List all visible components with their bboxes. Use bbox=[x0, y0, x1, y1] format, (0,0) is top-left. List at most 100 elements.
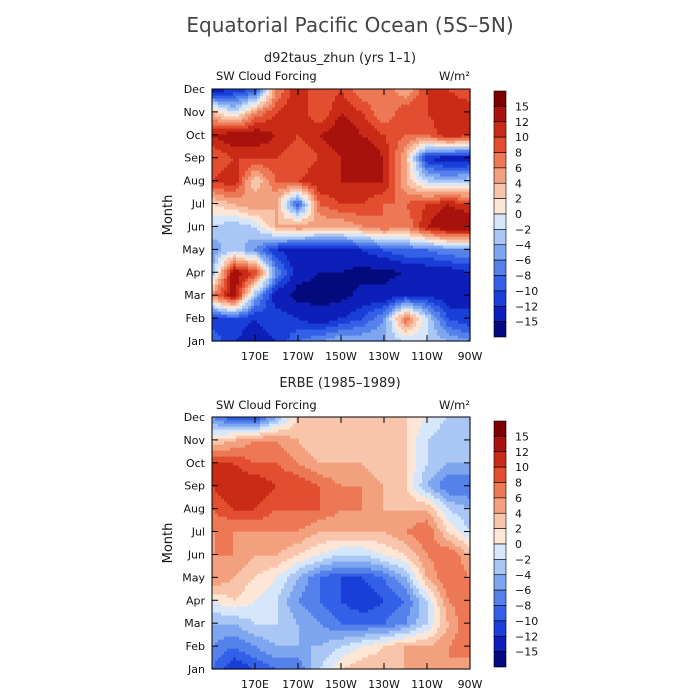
heatmap-cell bbox=[224, 317, 228, 321]
heatmap-cell bbox=[347, 230, 351, 234]
heatmap-cell bbox=[260, 323, 264, 327]
heatmap-cell bbox=[413, 233, 417, 237]
heatmap-cell bbox=[272, 314, 276, 318]
heatmap-cell bbox=[440, 257, 444, 261]
heatmap-cell bbox=[431, 266, 435, 270]
heatmap-cell bbox=[251, 296, 255, 300]
heatmap-cell bbox=[272, 269, 276, 273]
heatmap-cell bbox=[380, 233, 384, 237]
heatmap-cell bbox=[302, 326, 306, 330]
heatmap-cell bbox=[290, 242, 294, 246]
heatmap-cell bbox=[428, 215, 432, 219]
heatmap-cell bbox=[275, 269, 279, 273]
heatmap-cell bbox=[299, 251, 303, 255]
heatmap-cell bbox=[338, 275, 342, 279]
heatmap-cell bbox=[440, 284, 444, 288]
heatmap-cell bbox=[389, 314, 393, 318]
heatmap-cell bbox=[302, 197, 306, 201]
heatmap-cell bbox=[410, 263, 414, 267]
heatmap-cell bbox=[428, 269, 432, 273]
heatmap-cell bbox=[380, 176, 384, 180]
heatmap-cell bbox=[257, 326, 261, 330]
heatmap-cell bbox=[251, 218, 255, 222]
heatmap-cell bbox=[266, 257, 270, 261]
heatmap-cell bbox=[257, 236, 261, 240]
heatmap-cell bbox=[356, 275, 360, 279]
heatmap-cell bbox=[335, 227, 339, 231]
heatmap-cell bbox=[410, 224, 414, 228]
heatmap-cell bbox=[290, 206, 294, 210]
heatmap-cell bbox=[293, 317, 297, 321]
heatmap-cell bbox=[410, 239, 414, 243]
heatmap-cell bbox=[221, 167, 225, 171]
heatmap-cell bbox=[458, 308, 462, 312]
heatmap-cell bbox=[437, 215, 441, 219]
heatmap-cell bbox=[278, 308, 282, 312]
heatmap-cell bbox=[233, 167, 237, 171]
heatmap-cell bbox=[275, 311, 279, 315]
heatmap-cell bbox=[356, 299, 360, 303]
heatmap-cell bbox=[323, 257, 327, 261]
heatmap-cell bbox=[227, 302, 231, 306]
heatmap-cell bbox=[290, 257, 294, 261]
heatmap-cell bbox=[449, 320, 453, 324]
heatmap-cell bbox=[443, 200, 447, 204]
panel-top: d92taus_zhun (yrs 1–1) SW Cloud Forcing … bbox=[161, 51, 538, 363]
heatmap-cell bbox=[395, 230, 399, 234]
heatmap-cell bbox=[437, 167, 441, 171]
heatmap-cell bbox=[299, 296, 303, 300]
heatmap-cell bbox=[350, 290, 354, 294]
heatmap-cell bbox=[248, 239, 252, 243]
heatmap-cell bbox=[266, 167, 270, 171]
heatmap-cell bbox=[395, 338, 399, 342]
heatmap-cell bbox=[341, 299, 345, 303]
heatmap-cell bbox=[440, 185, 444, 189]
heatmap-cell bbox=[401, 320, 405, 324]
heatmap-cell bbox=[245, 302, 249, 306]
heatmap-cell bbox=[251, 251, 255, 255]
heatmap-cell bbox=[221, 212, 225, 216]
heatmap-cell bbox=[293, 233, 297, 237]
heatmap-cell bbox=[278, 320, 282, 324]
panel-title: d92taus_zhun (yrs 1–1) bbox=[264, 51, 416, 66]
heatmap-cell bbox=[368, 227, 372, 231]
heatmap-cell bbox=[320, 281, 324, 285]
heatmap-cell bbox=[350, 299, 354, 303]
heatmap-cell bbox=[344, 290, 348, 294]
heatmap-cell bbox=[254, 308, 258, 312]
heatmap-cell bbox=[464, 176, 468, 180]
heatmap-cell bbox=[392, 326, 396, 330]
heatmap-cell bbox=[260, 197, 264, 201]
heatmap-cell bbox=[416, 278, 420, 282]
heatmap-cell bbox=[317, 176, 321, 180]
heatmap-cell bbox=[275, 251, 279, 255]
heatmap-cell bbox=[305, 275, 309, 279]
heatmap-cell bbox=[236, 266, 240, 270]
heatmap-cell bbox=[365, 248, 369, 252]
heatmap-cell bbox=[368, 287, 372, 291]
heatmap-cell bbox=[464, 203, 468, 207]
heatmap-cell bbox=[275, 206, 279, 210]
heatmap-cell bbox=[449, 308, 453, 312]
heatmap-cell bbox=[323, 287, 327, 291]
heatmap-cell bbox=[254, 305, 258, 309]
heatmap-cell bbox=[308, 254, 312, 258]
heatmap-cell bbox=[446, 266, 450, 270]
heatmap-cell bbox=[401, 323, 405, 327]
heatmap-cell bbox=[332, 212, 336, 216]
heatmap-cell bbox=[425, 167, 429, 171]
heatmap-cell bbox=[257, 215, 261, 219]
heatmap-cell bbox=[458, 275, 462, 279]
heatmap-cell bbox=[404, 308, 408, 312]
heatmap-cell bbox=[221, 293, 225, 297]
heatmap-cell bbox=[275, 248, 279, 252]
heatmap-cell bbox=[347, 317, 351, 321]
heatmap-cell bbox=[422, 320, 426, 324]
heatmap-cell bbox=[311, 305, 315, 309]
heatmap-cell bbox=[332, 191, 336, 195]
heatmap-cell bbox=[326, 251, 330, 255]
heatmap-cell bbox=[440, 296, 444, 300]
heatmap-cell bbox=[341, 302, 345, 306]
heatmap-cell bbox=[269, 209, 273, 213]
heatmap-cell bbox=[329, 182, 333, 186]
